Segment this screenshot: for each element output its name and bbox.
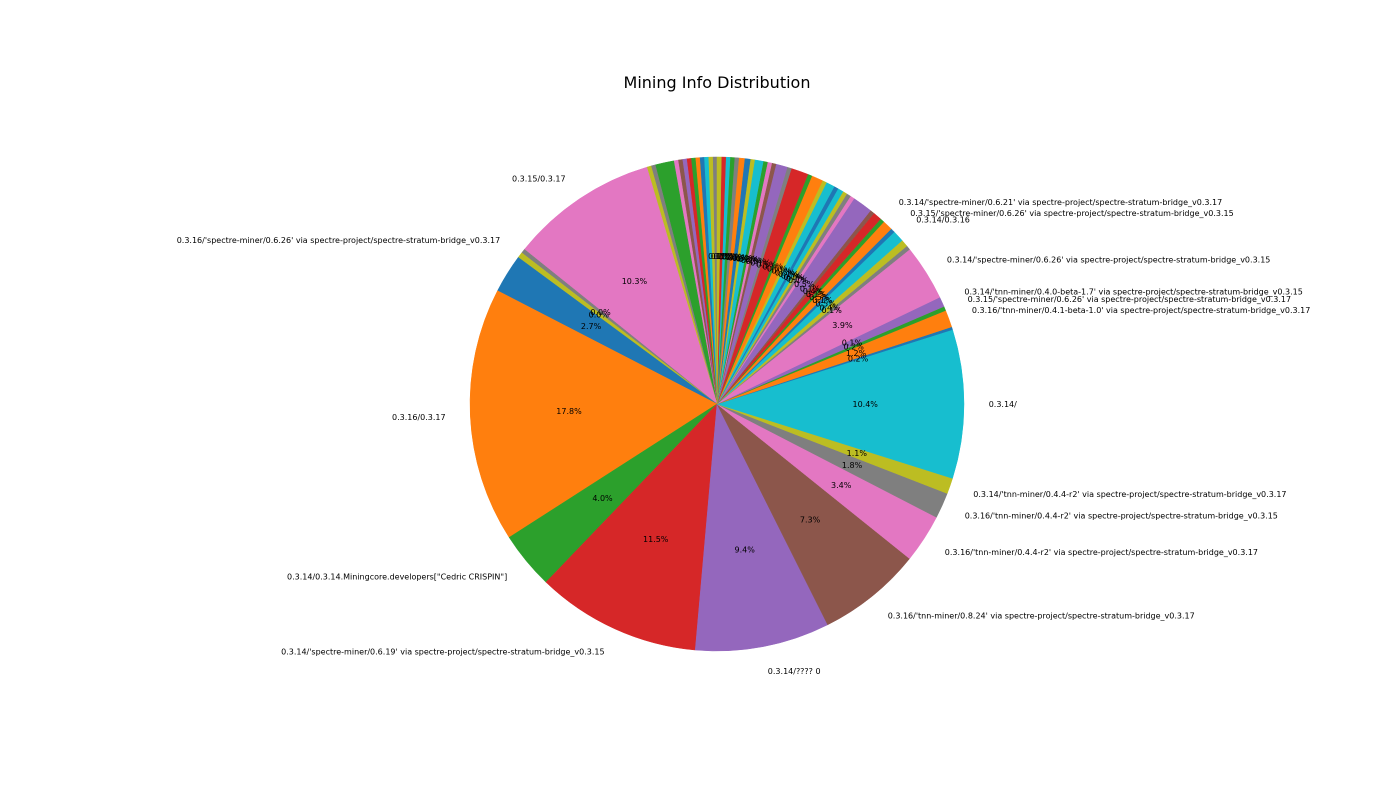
slice-category-label: 0.3.15/0.3.17: [512, 174, 566, 183]
slice-percent-label: 11.5%: [643, 535, 669, 544]
slice-percent-label: 1.2%: [846, 349, 867, 358]
slice-category-label: 0.3.15/'spectre-miner/0.6.26' via spectr…: [968, 295, 1292, 304]
slice-percent-label: 0.1%: [708, 252, 729, 261]
slice-percent-label: 0.1%: [784, 273, 805, 282]
slice-percent-label: 0.1%: [736, 255, 757, 264]
slice-percent-label: 10.4%: [852, 400, 878, 409]
slice-percent-label: 0.1%: [722, 253, 743, 262]
slice-percent-label: 0.1%: [786, 275, 807, 284]
slice-percent-label: 0.1%: [741, 256, 762, 265]
slice-percent-label: 0.1%: [778, 270, 799, 279]
slice-category-label: 0.3.16/'tnn-miner/0.4.4-r2' via spectre-…: [945, 548, 1258, 557]
pie-slice: [694, 403, 829, 652]
category-labels: 0.3.15/0.3.17 0.3.16/'spectre-miner/0.6.2…: [177, 174, 1311, 676]
slice-percent-label: 0.1%: [788, 276, 809, 285]
slice-percent-label: 0.1%: [763, 263, 784, 272]
slice-percent-label: 0.1%: [716, 252, 737, 261]
slice-percent-label: 0.5%: [767, 265, 788, 274]
slice-category-label: 0.3.14/'spectre-miner/0.6.26' via spectr…: [947, 255, 1271, 264]
slice-percent-label: 17.8%: [556, 407, 582, 416]
slice-percent-label: 0.2%: [844, 343, 865, 352]
slice-percent-label: 0.5%: [794, 280, 815, 289]
slice-percent-label: 0.1%: [728, 253, 749, 262]
slice-category-label: 0.3.16/0.3.17: [392, 413, 446, 422]
slice-percent-label: 0.1%: [750, 258, 771, 267]
slice-category-label: 0.3.16/'tnn-miner/0.8.24' via spectre-pr…: [888, 611, 1195, 620]
slice-percent-label: 0.1%: [725, 253, 746, 262]
slice-percent-label: 0.5%: [775, 268, 796, 277]
slice-percent-label: 0.1%: [719, 252, 740, 261]
pie-slice: [716, 329, 965, 479]
slice-percent-label: 7.3%: [800, 515, 821, 524]
slice-percent-label: 4.0%: [592, 494, 613, 503]
slice-category-label: 0.3.15/'spectre-miner/0.6.26' via spectr…: [910, 209, 1233, 218]
slice-category-label: 0.3.16/'tnn-miner/0.4.4-r2' via spectre-…: [965, 512, 1278, 521]
slice-percent-label: 0.3%: [732, 254, 753, 263]
slice-percent-label: 0.1%: [822, 306, 843, 315]
slice-percent-label: 0.4%: [803, 287, 824, 296]
slice-category-label: 0.3.16/'tnn-miner/0.4.1-beta-1.0' via sp…: [972, 306, 1310, 315]
slice-percent-label: 0.1%: [842, 339, 863, 348]
slice-percent-label: 0.5%: [746, 257, 767, 266]
slice-percent-label: 0.1%: [812, 296, 833, 305]
slice-percent-label: 0.1%: [713, 252, 734, 261]
slice-percent-label: 0.5%: [809, 293, 830, 302]
slice-percent-label: 0.2%: [848, 355, 869, 364]
slice-category-label: 0.3.14/'spectre-miner/0.6.21' via spectr…: [899, 198, 1222, 207]
chart-title: Mining Info Distribution: [624, 73, 811, 92]
slice-category-label: 0.3.16/'spectre-miner/0.6.26' via spectr…: [177, 236, 501, 245]
pie-slice: [545, 403, 718, 651]
slice-category-label: 0.3.14/0.3.14.Miningcore.developers["Ced…: [287, 573, 507, 582]
slice-percent-label: 10.3%: [622, 277, 648, 286]
percent-labels: 10.3%0.0%0.0%2.7%17.8%4.0%11.5%9.4%7.3%3…: [556, 252, 878, 555]
slice-percent-label: 0.5%: [756, 260, 777, 269]
slice-percent-label: 9.4%: [735, 546, 756, 555]
pie-slice: [524, 166, 718, 405]
slice-percent-label: 0.0%: [590, 308, 611, 317]
slice-category-label: 0.3.14/'tnn-miner/0.4.4-r2' via spectre-…: [973, 490, 1286, 499]
slice-percent-label: 0.1%: [781, 272, 802, 281]
pie-slice: [716, 156, 722, 405]
slice-percent-label: 2.7%: [581, 322, 602, 331]
slice-category-label: 0.3.14/'spectre-miner/0.6.19' via spectr…: [281, 647, 605, 656]
slice-percent-label: 0.5%: [816, 299, 837, 308]
slice-percent-label: 0.4%: [819, 304, 840, 313]
slice-percent-label: 3.9%: [832, 321, 853, 330]
slice-category-label: 0.3.14/'tnn-miner/0.4.0-beta-1.7' via sp…: [964, 288, 1302, 297]
slice-percent-label: 0.0%: [589, 311, 610, 320]
slice-category-label: 0.3.14/0.3.16: [916, 215, 970, 224]
slice-percent-label: 0.1%: [800, 285, 821, 294]
slice-category-label: 0.3.14/???? 0: [768, 667, 821, 676]
slice-percent-label: 0.1%: [711, 252, 732, 261]
slice-percent-label: 1.1%: [847, 449, 868, 458]
pie-slice: [469, 290, 718, 538]
slice-category-label: 0.3.14/: [989, 400, 1017, 409]
slice-percent-label: 3.4%: [831, 481, 852, 490]
slice-percent-label: 0.1%: [738, 255, 759, 264]
pie-slices: [469, 156, 965, 652]
slice-percent-label: 1.8%: [842, 461, 863, 470]
slice-percent-label: 0.1%: [806, 290, 827, 299]
slice-percent-label: 0.1%: [771, 267, 792, 276]
pie-slice: [716, 403, 910, 626]
